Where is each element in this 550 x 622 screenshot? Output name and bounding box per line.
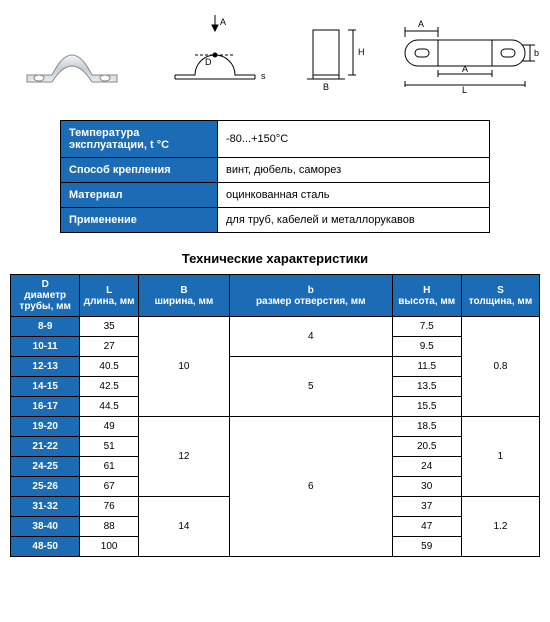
cell-l: 35 bbox=[80, 317, 139, 337]
cell-l: 76 bbox=[80, 497, 139, 517]
cell-h: 47 bbox=[392, 517, 461, 537]
prop-value: для труб, кабелей и металлорукавов bbox=[218, 208, 490, 233]
cell-h: 30 bbox=[392, 477, 461, 497]
cell-B: 10 bbox=[138, 317, 229, 417]
front-view-diagram: A D s bbox=[153, 15, 276, 95]
label-B: B bbox=[323, 82, 329, 92]
label-s: s bbox=[261, 71, 266, 81]
cell-b: 6 bbox=[229, 417, 392, 557]
side-view-diagram: H B bbox=[296, 15, 370, 95]
spec-title: Технические характеристики bbox=[10, 251, 540, 266]
cell-s: 1.2 bbox=[461, 497, 539, 557]
cell-d: 21-22 bbox=[11, 437, 80, 457]
cell-l: 100 bbox=[80, 537, 139, 557]
cell-s: 1 bbox=[461, 417, 539, 497]
cell-l: 67 bbox=[80, 477, 139, 497]
col-header-l: Lдлина, мм bbox=[80, 275, 139, 317]
prop-label: Материал bbox=[61, 183, 218, 208]
product-photo bbox=[10, 15, 133, 95]
cell-l: 44.5 bbox=[80, 397, 139, 417]
cell-h: 59 bbox=[392, 537, 461, 557]
cell-b: 5 bbox=[229, 357, 392, 417]
label-A3: A bbox=[462, 64, 468, 74]
label-L: L bbox=[462, 85, 467, 95]
prop-label: Применение bbox=[61, 208, 218, 233]
cell-d: 25-26 bbox=[11, 477, 80, 497]
cell-d: 48-50 bbox=[11, 537, 80, 557]
top-view-diagram: A b A L bbox=[390, 15, 540, 95]
properties-table: Температура эксплуатации, t °С -80...+15… bbox=[60, 120, 490, 233]
table-row: Материал оцинкованная сталь bbox=[61, 183, 490, 208]
label-A: A bbox=[220, 17, 226, 27]
cell-l: 49 bbox=[80, 417, 139, 437]
cell-l: 42.5 bbox=[80, 377, 139, 397]
cell-d: 8-9 bbox=[11, 317, 80, 337]
prop-label: Температура эксплуатации, t °С bbox=[61, 121, 218, 158]
cell-l: 88 bbox=[80, 517, 139, 537]
table-row: Применение для труб, кабелей и металлору… bbox=[61, 208, 490, 233]
cell-h: 20.5 bbox=[392, 437, 461, 457]
cell-h: 7.5 bbox=[392, 317, 461, 337]
col-header-B: Bширина, мм bbox=[138, 275, 229, 317]
prop-value: -80...+150°С bbox=[218, 121, 490, 158]
cell-s: 0.8 bbox=[461, 317, 539, 417]
cell-h: 15.5 bbox=[392, 397, 461, 417]
label-D: D bbox=[205, 57, 212, 67]
table-header-row: Dдиаметр трубы, мм Lдлина, мм Bширина, м… bbox=[11, 275, 540, 317]
cell-d: 19-20 bbox=[11, 417, 80, 437]
cell-l: 51 bbox=[80, 437, 139, 457]
cell-h: 24 bbox=[392, 457, 461, 477]
label-A2: A bbox=[418, 19, 424, 29]
col-header-d: Dдиаметр трубы, мм bbox=[11, 275, 80, 317]
prop-value: оцинкованная сталь bbox=[218, 183, 490, 208]
cell-d: 12-13 bbox=[11, 357, 80, 377]
cell-h: 9.5 bbox=[392, 337, 461, 357]
table-row: 19-20 49 12 6 18.5 1 bbox=[11, 417, 540, 437]
cell-d: 16-17 bbox=[11, 397, 80, 417]
cell-l: 27 bbox=[80, 337, 139, 357]
col-header-h: Hвысота, мм bbox=[392, 275, 461, 317]
cell-h: 13.5 bbox=[392, 377, 461, 397]
cell-h: 18.5 bbox=[392, 417, 461, 437]
col-header-b: bразмер отверстия, мм bbox=[229, 275, 392, 317]
cell-l: 61 bbox=[80, 457, 139, 477]
table-row: Способ крепления винт, дюбель, саморез bbox=[61, 158, 490, 183]
cell-h: 11.5 bbox=[392, 357, 461, 377]
table-row: Температура эксплуатации, t °С -80...+15… bbox=[61, 121, 490, 158]
cell-B: 14 bbox=[138, 497, 229, 557]
cell-h: 37 bbox=[392, 497, 461, 517]
table-row: 12-13 40.5 5 11.5 bbox=[11, 357, 540, 377]
cell-d: 31-32 bbox=[11, 497, 80, 517]
spec-table: Dдиаметр трубы, мм Lдлина, мм Bширина, м… bbox=[10, 274, 540, 557]
cell-l: 40.5 bbox=[80, 357, 139, 377]
cell-d: 38-40 bbox=[11, 517, 80, 537]
diagram-row: A D s H B bbox=[10, 10, 540, 100]
spec-table-body: 8-9 35 10 4 7.5 0.8 10-11 27 9.5 12-13 4… bbox=[11, 317, 540, 557]
label-b: b bbox=[534, 48, 539, 58]
cell-d: 10-11 bbox=[11, 337, 80, 357]
prop-value: винт, дюбель, саморез bbox=[218, 158, 490, 183]
cell-d: 14-15 bbox=[11, 377, 80, 397]
col-header-s: Sтолщина, мм bbox=[461, 275, 539, 317]
table-row: 8-9 35 10 4 7.5 0.8 bbox=[11, 317, 540, 337]
prop-label: Способ крепления bbox=[61, 158, 218, 183]
cell-d: 24-25 bbox=[11, 457, 80, 477]
cell-B: 12 bbox=[138, 417, 229, 497]
cell-b: 4 bbox=[229, 317, 392, 357]
label-H: H bbox=[358, 47, 365, 57]
